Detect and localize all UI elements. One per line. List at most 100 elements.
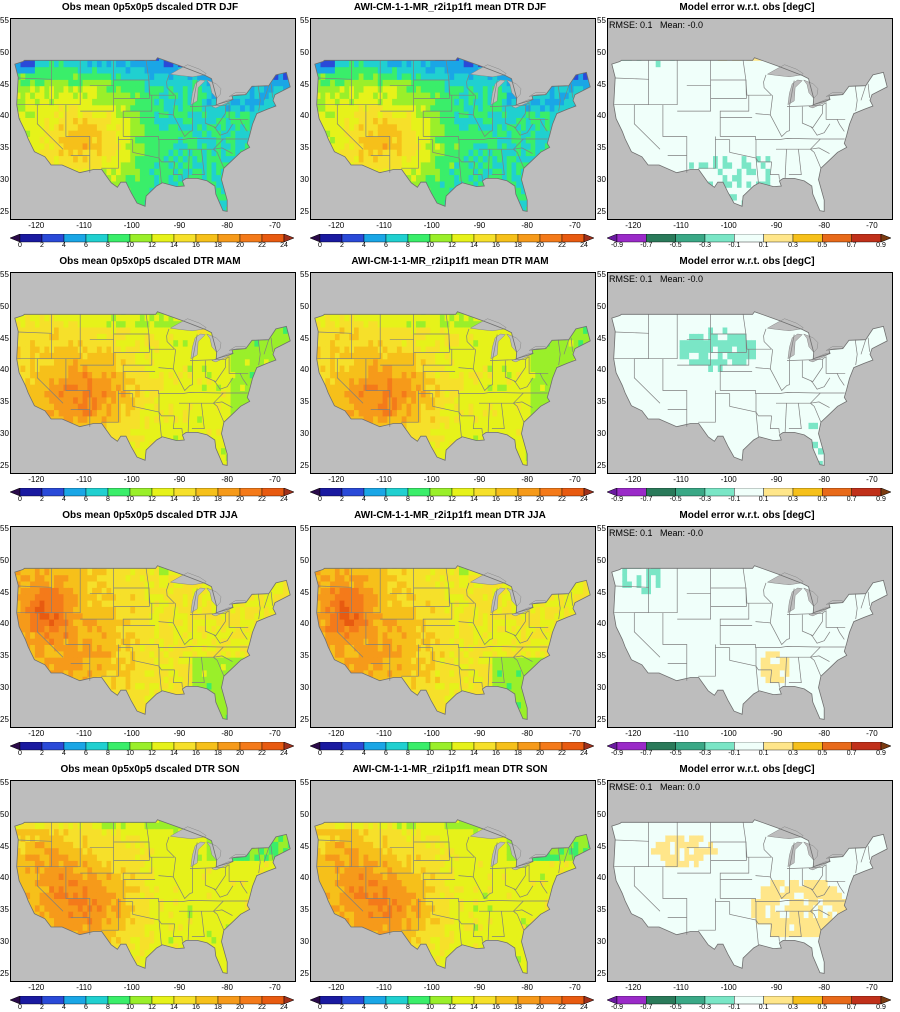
field-cell [383,137,388,144]
field-cell [670,79,675,86]
field-cell [588,168,593,175]
field-cell [78,124,83,131]
field-cell [87,181,92,188]
field-cell [159,175,164,182]
field-cell [583,194,588,201]
field-cell [64,73,69,80]
field-cell [502,86,507,93]
colorbar-label: 10 [420,242,440,249]
field-cell [269,22,274,29]
field-cell [383,22,388,29]
field-cell [694,111,699,118]
field-cell [178,213,183,219]
field-cell [387,92,392,99]
field-cell [21,73,26,80]
field-cell [231,41,236,48]
field-cell [149,19,154,23]
field-cell [569,149,574,156]
field-cell [751,213,756,219]
field-cell [212,200,217,207]
field-cell [559,175,564,182]
field-cell [192,60,197,67]
field-cell [641,175,646,182]
field-cell [64,48,69,55]
field-cell [254,98,259,105]
field-cell [723,19,728,23]
field-cell [192,111,197,118]
field-cell [550,200,555,207]
field-cell [383,48,388,55]
field-cell [416,98,421,105]
field-cell [44,206,49,213]
field-cell [173,149,178,156]
field-cell [207,117,212,124]
field-cell [675,54,680,61]
field-cell [221,48,226,55]
field-cell [637,213,642,219]
field-cell [207,168,212,175]
field-cell [107,156,112,163]
field-cell [473,130,478,137]
field-cell [411,124,416,131]
field-cell [535,117,540,124]
field-cell [226,200,231,207]
field-cell [512,41,517,48]
field-cell [64,149,69,156]
field-cell [321,54,326,61]
field-cell [473,19,478,23]
field-cell [107,206,112,213]
field-cell [632,98,637,105]
field-cell [440,111,445,118]
field-cell [526,168,531,175]
field-cell [392,206,397,213]
field-cell [665,73,670,80]
field-cell [746,60,751,67]
field-cell [293,143,295,150]
field-cell [440,41,445,48]
field-cell [632,175,637,182]
field-cell [588,35,593,42]
field-cell [11,130,16,137]
field-cell [526,200,531,207]
field-cell [97,181,102,188]
field-cell [378,35,383,42]
field-cell [392,111,397,118]
field-cell [689,124,694,131]
field-cell [684,200,689,207]
lon-tick-label: -80 [212,221,242,230]
field-cell [87,187,92,194]
field-cell [283,79,288,86]
field-cell [665,35,670,42]
field-cell [550,213,555,219]
field-cell [368,181,373,188]
field-cell [435,111,440,118]
field-cell [497,19,502,23]
field-cell [651,130,656,137]
field-cell [516,213,521,219]
field-cell [656,149,661,156]
field-cell [699,168,704,175]
field-cell [344,213,349,219]
field-cell [469,143,474,150]
colorbar-swatch [262,234,284,242]
field-cell [540,41,545,48]
field-cell [637,60,642,67]
field-cell [622,156,627,163]
field-cell [344,19,349,23]
field-cell [483,105,488,112]
field-cell [656,124,661,131]
field-cell [135,35,140,42]
field-cell [627,111,632,118]
field-cell [368,105,373,112]
field-cell [102,98,107,105]
field-cell [459,124,464,131]
field-cell [344,67,349,74]
field-cell [78,162,83,169]
field-cell [554,54,559,61]
field-cell [73,67,78,74]
field-cell [107,48,112,55]
field-cell [402,162,407,169]
field-cell [746,41,751,48]
field-cell [344,175,349,182]
field-cell [159,206,164,213]
